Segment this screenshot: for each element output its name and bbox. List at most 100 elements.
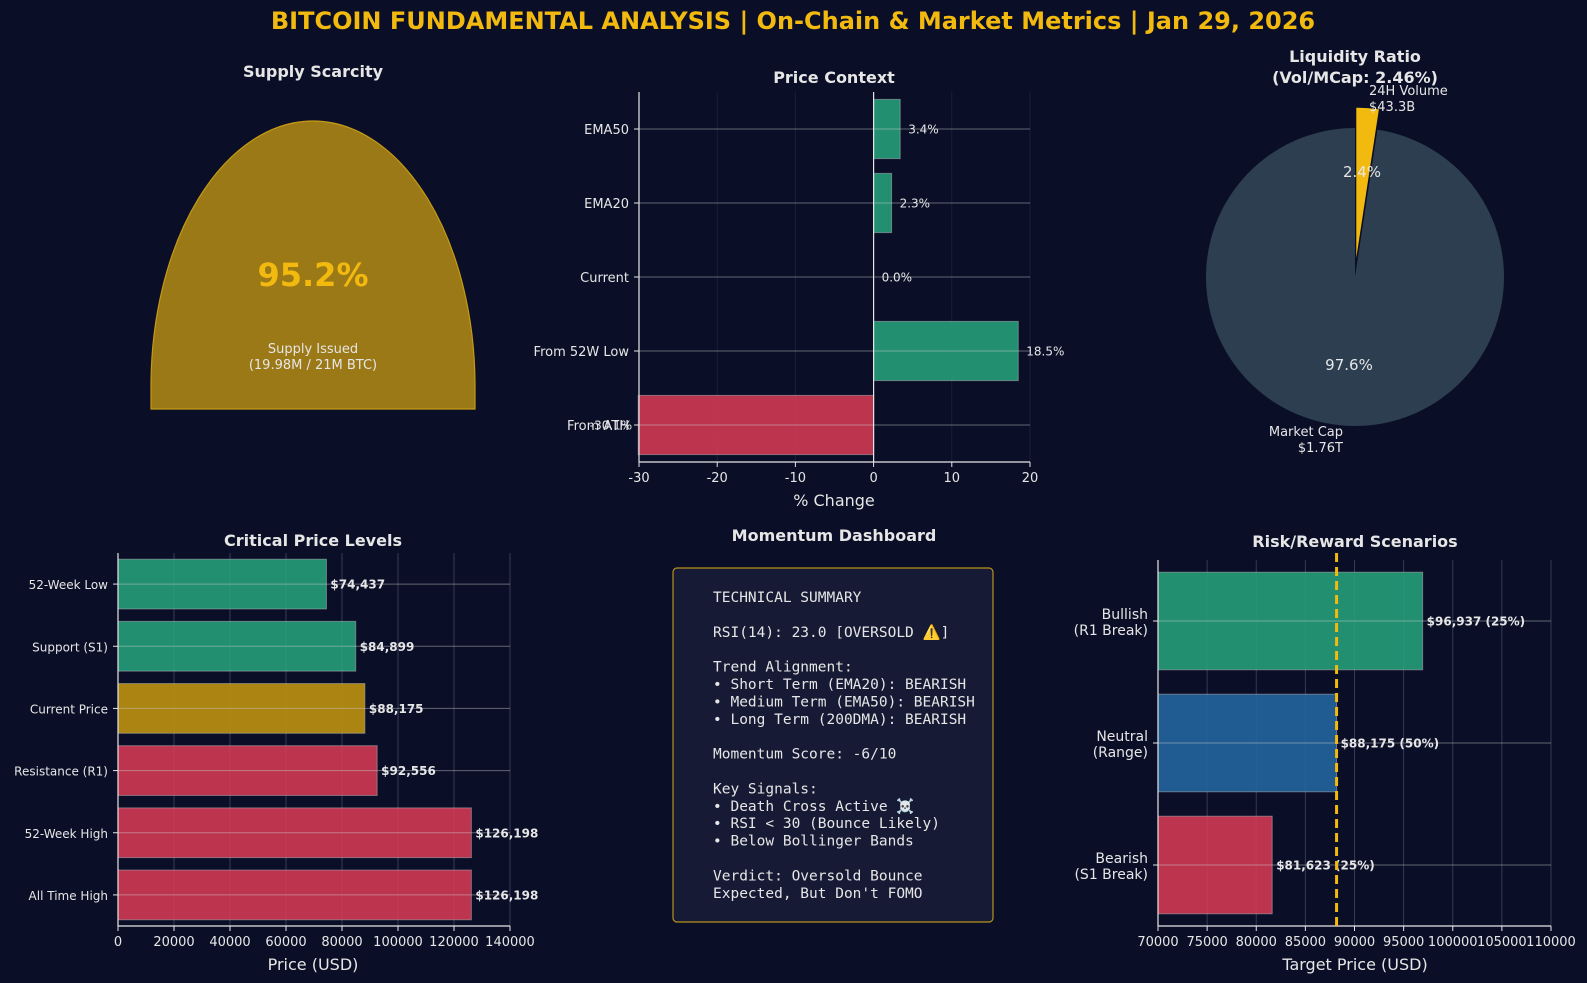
critical-levels-xtick-label: 80000 [321,935,362,950]
critical-levels-value-label: $84,899 [360,640,415,654]
price-context-xtick-label: -10 [785,471,806,486]
scenarios-value-label: $88,175 (50%) [1341,737,1440,751]
momentum-line: Trend Alignment: [713,660,853,676]
scenarios-bar [1157,693,1338,793]
price-context-title: Price Context [773,68,895,87]
scenarios-panel: Risk/Reward Scenarios 70000 75000 80000 850… [1074,532,1576,974]
price-context-category-label: Current [580,271,629,286]
critical-levels-value-label: $92,556 [381,764,436,778]
pie-slice-volume [1355,106,1381,267]
scenarios-category-sublabel: (R1 Break) [1074,623,1148,639]
momentum-line: RSI(14): 23.0 [OVERSOLD ⚠️] [713,623,949,641]
scenarios-xtick-label: 95000 [1383,935,1424,950]
critical-levels-xtick-label: 140000 [485,935,535,950]
momentum-line: • RSI < 30 (Bounce Likely) [713,816,940,832]
scenarios-category-label: Bullish [1102,607,1148,623]
pie-volume-label-line1: 24H Volume [1369,84,1448,99]
momentum-box [672,567,994,923]
pie-volume-pct: 2.4% [1343,163,1381,181]
scenarios-xlabel: Target Price (USD) [1281,955,1427,974]
scenarios-xtick-label: 105000 [1477,935,1527,950]
momentum-line: Momentum Score: -6/10 [713,747,896,763]
pie-cap-label-line2: $1.76T [1298,441,1343,456]
momentum-line: • Below Bollinger Bands [713,834,914,850]
critical-levels-value-label: $126,198 [475,888,538,902]
supply-scarcity-panel: Supply Scarcity 95.2% Supply Issued (19.… [150,62,476,410]
critical-levels-bar [117,869,472,921]
price-context-category-label: From 52W Low [534,345,630,360]
scenarios-xtick-label: 85000 [1285,935,1326,950]
critical-levels-xtick-label: 20000 [153,935,194,950]
critical-levels-xtick-label: 60000 [265,935,306,950]
price-context-value-label: -30.1% [590,419,632,433]
liquidity-title-line1: Liquidity Ratio [1289,47,1421,66]
momentum-line: • Death Cross Active ☠️ [713,797,914,815]
pie-cap-pct: 97.6% [1325,356,1373,374]
supply-scarcity-title: Supply Scarcity [243,62,384,81]
critical-levels-category-label: Current Price [30,702,108,716]
liquidity-title-line2: (Vol/MCap: 2.46%) [1272,68,1438,87]
price-context-bar [873,98,901,160]
price-context-value-label: 0.0% [882,271,913,285]
momentum-title: Momentum Dashboard [732,526,937,545]
momentum-line: Expected, But Don't FOMO [713,886,923,902]
scenarios-xtick-label: 100000 [1428,935,1478,950]
critical-levels-bar [117,745,378,796]
scenarios-plot: 70000 75000 80000 85000 90000 95000 100000 1050… [1074,553,1576,950]
scenarios-xtick-label: 90000 [1334,935,1375,950]
critical-levels-xtick-label: 120000 [429,935,479,950]
pie-volume-label-line2: $43.3B [1369,100,1415,115]
scenarios-category-sublabel: (Range) [1093,745,1148,761]
liquidity-pie [1206,106,1505,426]
page-title: BITCOIN FUNDAMENTAL ANALYSIS | On-Chain … [271,7,1315,35]
liquidity-panel: Liquidity Ratio (Vol/MCap: 2.46%) 24H Vo… [1206,47,1505,456]
price-context-category-label: From ATH [567,419,629,434]
critical-levels-category-label: 52-Week Low [29,578,109,592]
price-context-bar [873,320,1019,382]
price-context-xtick-label: -20 [707,471,728,486]
critical-levels-xtick-label: 40000 [209,935,250,950]
critical-levels-category-label: All Time High [29,889,108,903]
critical-levels-value-label: $126,198 [475,826,538,840]
momentum-line: TECHNICAL SUMMARY [713,590,862,606]
scenarios-bar [1157,571,1424,671]
momentum-line: • Short Term (EMA20): BEARISH [713,677,966,693]
critical-levels-bar [117,807,472,859]
scenarios-xtick-label: 80000 [1236,935,1277,950]
scenarios-value-label: $96,937 (25%) [1427,615,1526,629]
price-context-xtick-label: -30 [628,471,649,486]
critical-levels-value-label: $74,437 [330,578,385,592]
pie-slice-market-cap [1206,128,1505,426]
price-context-xtick-label: 0 [869,471,877,486]
critical-levels-panel: Critical Price Levels 0 20000 40000 60000 80… [14,531,538,974]
scenarios-xtick-label: 75000 [1186,935,1227,950]
momentum-panel: Momentum Dashboard TECHNICAL SUMMARY RSI(… [672,526,994,923]
price-context-xlabel: % Change [793,491,875,510]
critical-levels-xtick-label: 100000 [373,935,423,950]
scenarios-title: Risk/Reward Scenarios [1252,532,1457,551]
scenarios-category-sublabel: (S1 Break) [1074,867,1148,883]
scenarios-xtick-label: 70000 [1137,935,1178,950]
critical-levels-value-label: $88,175 [369,702,424,716]
supply-gauge [150,120,476,410]
scenarios-value-label: $81,623 (25%) [1276,859,1375,873]
scenarios-bar [1157,815,1273,915]
supply-gauge-fill [150,120,476,410]
critical-levels-category-label: 52-Week High [25,827,108,841]
momentum-line: • Long Term (200DMA): BEARISH [713,712,966,728]
price-context-panel: Price Context -30 -20 -10 0 10 20 EMA50 3.4% EMA… [534,68,1065,510]
price-context-value-label: 2.3% [900,197,931,211]
scenarios-category-label: Neutral [1096,729,1148,745]
scenarios-xtick-label: 110000 [1526,935,1576,950]
momentum-line: • Medium Term (EMA50): BEARISH [713,694,975,710]
critical-levels-xlabel: Price (USD) [268,955,359,974]
scenarios-category-label: Bearish [1095,851,1148,867]
critical-levels-category-label: Support (S1) [32,640,108,654]
momentum-text: TECHNICAL SUMMARY RSI(14): 23.0 [OVERSOLD… [713,590,975,902]
price-context-xtick-label: 20 [1022,471,1039,486]
price-context-plot: -30 -20 -10 0 10 20 EMA50 3.4% EMA20 2.3% Current 0… [534,92,1064,486]
critical-levels-plot: 0 20000 40000 60000 80000 100000 120000 140000 5… [14,553,538,950]
critical-levels-title: Critical Price Levels [224,531,402,550]
critical-levels-category-label: Resistance (R1) [14,765,108,779]
